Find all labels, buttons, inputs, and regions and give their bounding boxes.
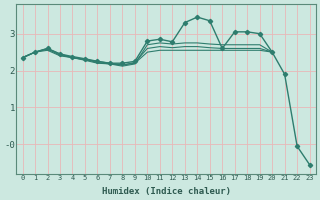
- X-axis label: Humidex (Indice chaleur): Humidex (Indice chaleur): [101, 187, 231, 196]
